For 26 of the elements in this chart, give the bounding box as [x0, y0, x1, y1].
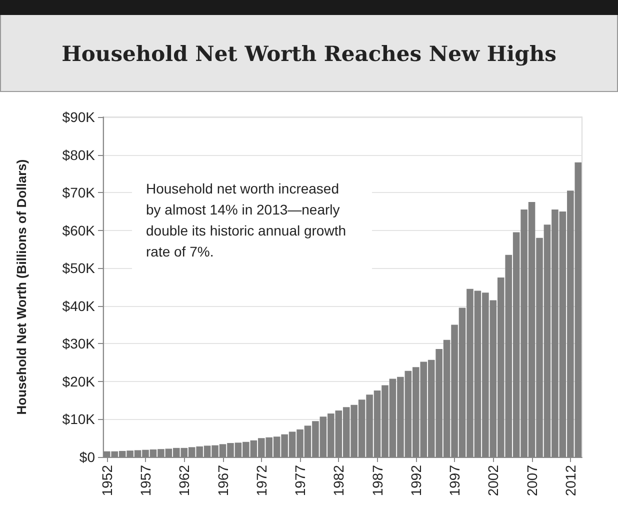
y-tick-label: $20K: [62, 373, 96, 390]
x-tick-label: 1957: [137, 464, 154, 496]
x-tick-label: 2012: [562, 464, 578, 496]
x-tick-label: 1972: [253, 464, 270, 496]
y-axis-title: Household Net Worth (Billions of Dollars): [14, 159, 29, 415]
y-tick-label: $60K: [62, 222, 96, 238]
y-tick-label: $0: [79, 449, 96, 465]
x-tick-label: 1977: [292, 464, 308, 496]
x-tick-label: 2002: [485, 464, 502, 496]
y-tick-label: $50K: [62, 260, 96, 276]
y-tick-label: $90K: [62, 109, 96, 125]
y-tick-label: $70K: [62, 184, 96, 201]
x-tick-label: 1952: [98, 464, 115, 496]
y-tick-label: $30K: [62, 336, 96, 352]
x-tick-label: 2007: [524, 464, 540, 496]
x-tick-label: 1962: [176, 464, 192, 496]
x-tick-label: 1982: [330, 464, 347, 496]
x-tick-label: 1997: [446, 464, 463, 496]
x-tick-label: 1987: [369, 464, 386, 496]
y-tick-label: $10K: [62, 411, 96, 428]
y-tick-label: $80K: [62, 146, 96, 163]
x-tick-label: 1992: [408, 464, 424, 496]
x-tick-label: 1967: [214, 464, 231, 496]
annotation: Household net worth increased by almost 14% in 2013—nearly double its historic annual growth rate of 7%.: [146, 180, 350, 260]
chart-title: Household Net Worth Reaches New Highs: [0, 15, 618, 92]
y-tick-label: $40K: [62, 298, 96, 314]
